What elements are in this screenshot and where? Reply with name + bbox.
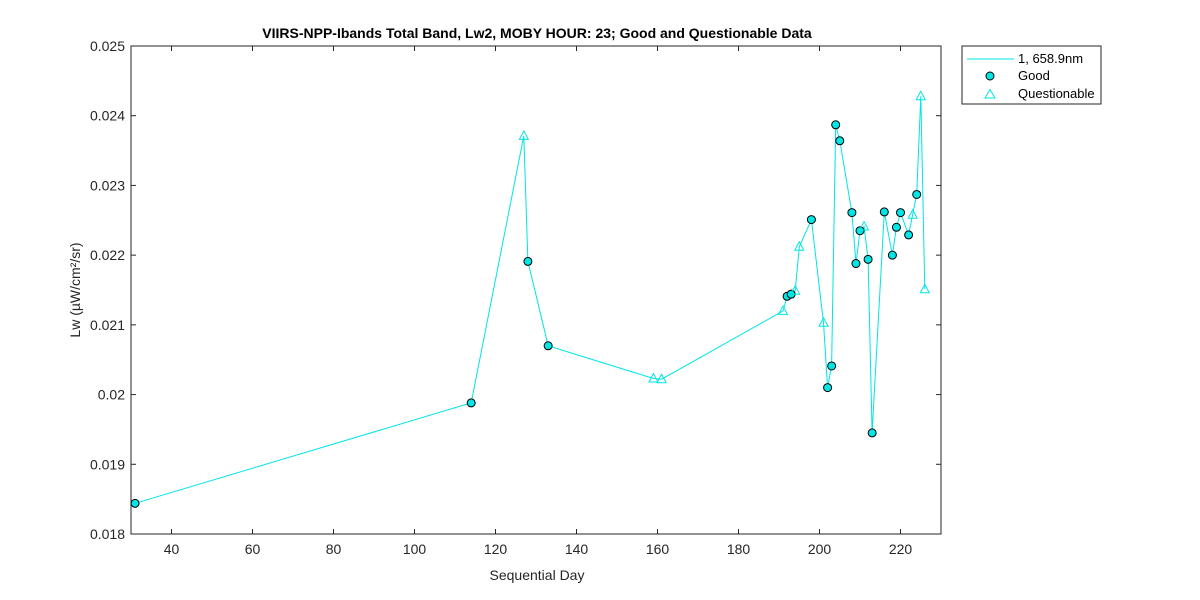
good-point — [887, 250, 897, 260]
good-point — [904, 230, 914, 240]
legend: 1, 658.9nm Good Questionable — [961, 45, 1102, 105]
y-tick-label: 0.024 — [90, 108, 125, 124]
good-point — [867, 428, 877, 438]
legend-series-label: 1, 658.9nm — [1018, 51, 1083, 66]
good-point — [827, 361, 837, 371]
legend-questionable-swatch — [984, 88, 996, 99]
x-tick-label: 80 — [326, 541, 342, 557]
good-point — [851, 259, 861, 269]
x-tick-label: 100 — [403, 541, 427, 557]
y-tick-label: 0.018 — [90, 526, 125, 542]
y-tick-label: 0.02 — [98, 387, 125, 403]
legend-questionable-label: Questionable — [1018, 86, 1095, 101]
y-tick-label: 0.022 — [90, 247, 125, 263]
good-point — [523, 256, 533, 266]
chart-title: VIIRS-NPP-Ibands Total Band, Lw2, MOBY H… — [262, 25, 812, 41]
x-tick-label: 180 — [727, 541, 751, 557]
questionable-point — [919, 283, 931, 294]
good-point — [891, 222, 901, 232]
good-point — [823, 383, 833, 393]
x-tick-label: 140 — [565, 541, 589, 557]
y-tick-label: 0.021 — [90, 317, 125, 333]
y-tick-label: 0.023 — [90, 177, 125, 193]
y-axis-label: Lw (µW/cm²/sr) — [67, 242, 83, 337]
x-tick-label: 40 — [164, 541, 180, 557]
questionable-markers — [518, 90, 931, 384]
questionable-point — [777, 304, 789, 315]
good-point — [879, 207, 889, 217]
x-tick-label: 200 — [808, 541, 832, 557]
good-point — [831, 120, 841, 130]
legend-good-label: Good — [1018, 68, 1050, 83]
questionable-point — [915, 90, 927, 101]
questionable-point — [518, 129, 530, 140]
plot-area — [130, 45, 942, 535]
x-tick-label: 120 — [484, 541, 508, 557]
y-tick-label: 0.025 — [90, 38, 125, 54]
x-axis-ticks: 40 60 80 100 120 140 160 180 200 220 — [164, 46, 913, 557]
good-point — [543, 341, 553, 351]
x-tick-label: 160 — [646, 541, 670, 557]
good-point — [863, 254, 873, 264]
good-point — [130, 498, 140, 508]
questionable-point — [656, 373, 667, 384]
legend-good-swatch — [985, 71, 995, 81]
good-point — [847, 208, 857, 218]
good-point — [806, 215, 816, 225]
questionable-point — [818, 316, 829, 327]
questionable-point — [789, 284, 801, 295]
y-axis-ticks: 0.018 0.019 0.02 0.021 0.022 0.023 0.024 0.025 — [90, 38, 941, 542]
y-tick-label: 0.019 — [90, 456, 125, 472]
questionable-point — [648, 372, 659, 383]
good-markers — [130, 120, 922, 508]
good-point — [896, 208, 905, 218]
questionable-point — [793, 240, 805, 251]
legend-box — [961, 45, 1102, 105]
x-tick-label: 220 — [889, 541, 913, 557]
x-tick-label: 60 — [245, 541, 261, 557]
x-axis-label: Sequential Day — [490, 567, 585, 583]
good-point — [466, 398, 476, 408]
questionable-point — [907, 208, 918, 219]
good-point — [912, 189, 922, 199]
questionable-point — [858, 220, 870, 231]
good-point — [835, 136, 845, 146]
good-point — [855, 226, 865, 236]
